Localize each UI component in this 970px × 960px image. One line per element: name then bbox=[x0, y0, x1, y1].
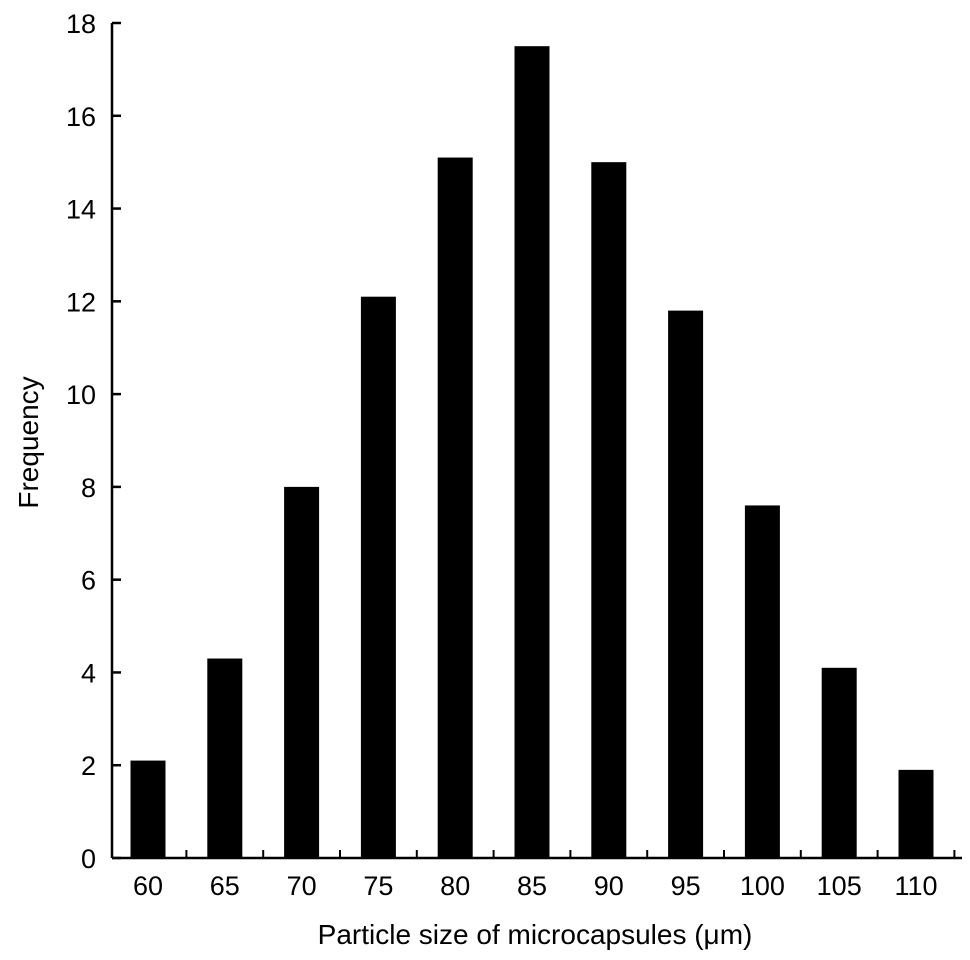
x-tick-label: 90 bbox=[594, 871, 624, 901]
x-tick-label: 70 bbox=[287, 871, 317, 901]
bar-75 bbox=[360, 296, 396, 858]
y-tick-label: 12 bbox=[66, 287, 96, 317]
y-tick-label: 8 bbox=[81, 473, 96, 503]
x-ticks: 60 65 70 75 80 85 90 95 100 105 110 bbox=[133, 850, 956, 901]
x-axis-title: Particle size of microcapsules (μm) bbox=[318, 919, 753, 950]
x-tick-label: 60 bbox=[133, 871, 163, 901]
x-tick-label: 75 bbox=[363, 871, 393, 901]
y-tick-label: 2 bbox=[81, 751, 96, 781]
bar-105 bbox=[821, 667, 857, 858]
axes-layer bbox=[110, 23, 962, 860]
x-tick-label: 85 bbox=[517, 871, 547, 901]
bar-70 bbox=[284, 486, 320, 858]
x-tick-label: 100 bbox=[740, 871, 785, 901]
y-tick-label: 16 bbox=[66, 102, 96, 132]
y-tick-label: 18 bbox=[66, 9, 96, 39]
y-axis-title: Frequency bbox=[13, 376, 44, 508]
y-tick-label: 14 bbox=[66, 195, 96, 225]
x-tick-label: 65 bbox=[210, 871, 240, 901]
bar-95 bbox=[668, 310, 704, 859]
bar-90 bbox=[591, 162, 627, 858]
bar-60 bbox=[130, 760, 166, 858]
x-tick-label: 110 bbox=[894, 871, 937, 901]
y-tick-label: 10 bbox=[66, 380, 96, 410]
bar-65 bbox=[207, 658, 243, 858]
y-tick-label: 6 bbox=[81, 566, 96, 596]
y-tick-label: 4 bbox=[81, 658, 96, 688]
y-ticks: 0 2 4 6 8 10 12 14 16 18 bbox=[66, 9, 121, 874]
bar-110 bbox=[898, 769, 934, 858]
bars-layer bbox=[130, 46, 934, 859]
y-tick-label: 0 bbox=[81, 844, 96, 874]
bar-80 bbox=[437, 157, 473, 858]
x-tick-label: 80 bbox=[440, 871, 470, 901]
bar-100 bbox=[744, 505, 780, 858]
x-tick-label: 95 bbox=[671, 871, 701, 901]
bar-85 bbox=[514, 46, 550, 858]
x-tick-label: 105 bbox=[817, 871, 862, 901]
